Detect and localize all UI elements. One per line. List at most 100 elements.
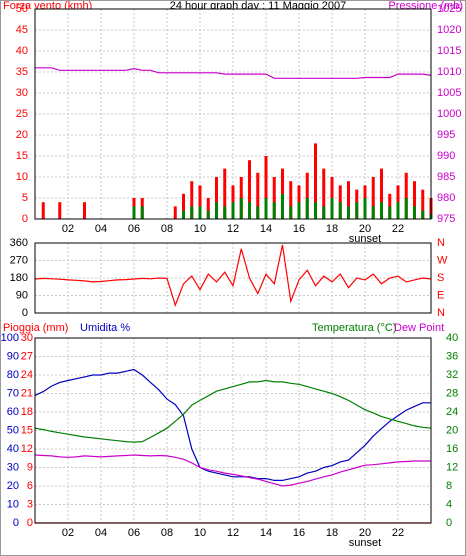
wind-bar xyxy=(305,198,309,219)
y-tick-label: 50 xyxy=(16,3,28,15)
wind-bar xyxy=(281,193,284,219)
wind-bar xyxy=(322,168,326,219)
dew-point-axis-title: Dew Point xyxy=(394,322,444,334)
wind-bar xyxy=(248,160,251,219)
wind-bar xyxy=(289,206,293,219)
y3-tick-label: 15 xyxy=(21,424,33,436)
wind-bar xyxy=(190,206,194,219)
y2-tick-label: 40 xyxy=(446,332,458,344)
y2-tick-label: 980 xyxy=(437,192,455,204)
wind-bar xyxy=(388,206,392,219)
y2-tick-label: 975 xyxy=(437,213,455,225)
wind-bar xyxy=(404,172,408,219)
y-tick-label: 90 xyxy=(16,289,28,301)
x-tick-label: 06 xyxy=(128,527,140,539)
y3-tick-label: 21 xyxy=(21,387,33,399)
plot-border xyxy=(34,8,432,220)
x-tick-label: 10 xyxy=(194,527,206,539)
y-tick-label: 30 xyxy=(7,461,19,473)
y2-tick-label: 985 xyxy=(437,171,455,183)
y-tick-label: 10 xyxy=(7,498,19,510)
y-tick-label: 0 xyxy=(22,307,28,319)
y-tick-label: 20 xyxy=(16,129,28,141)
y2-tick-label: 1000 xyxy=(437,108,461,120)
sunset-label: sunset xyxy=(349,537,381,549)
x-tick-label: 14 xyxy=(260,223,272,235)
x-tick-label: 22 xyxy=(392,223,404,235)
wind-bar xyxy=(173,206,177,219)
y3-tick-label: 18 xyxy=(21,406,33,418)
wind-bar xyxy=(305,172,309,219)
wind-bar xyxy=(198,185,202,219)
y-tick-label: 35 xyxy=(16,66,28,78)
wind-bar xyxy=(289,181,293,219)
y2-tick-label: 1010 xyxy=(437,66,461,78)
y2-tick-label: 1025 xyxy=(437,3,461,15)
wind-bar xyxy=(314,202,317,219)
y-tick-label: 60 xyxy=(7,406,19,418)
x-tick-label: 22 xyxy=(392,527,404,539)
wind-bar xyxy=(347,206,350,219)
pressure-axis-title: Pressione (mb) xyxy=(388,0,463,12)
x-tick-label: 04 xyxy=(95,527,107,539)
y-tick-label: 20 xyxy=(7,480,19,492)
wind-bar xyxy=(41,202,45,219)
x-tick-label: 10 xyxy=(194,223,206,235)
y3-tick-label: 24 xyxy=(21,369,33,381)
wind-bar xyxy=(421,210,425,219)
wind-bar xyxy=(363,198,367,219)
wind-bar xyxy=(206,210,210,219)
wind-bar xyxy=(223,206,227,219)
y-tick-label: 25 xyxy=(16,108,28,120)
y-tick-label: 70 xyxy=(7,387,19,399)
x-tick-label: 02 xyxy=(62,223,74,235)
sunset-label: sunset xyxy=(349,233,381,245)
plot-border xyxy=(34,242,432,314)
y3-tick-label: 6 xyxy=(27,480,33,492)
wind-bar xyxy=(404,198,408,219)
y2-tick-label: N xyxy=(437,237,445,249)
wind-bar xyxy=(421,189,425,219)
wind-bar xyxy=(272,202,276,219)
wind-bar xyxy=(380,168,383,219)
chart-title: 24 hour graph day : 11 Maggio 2007 xyxy=(170,0,347,12)
wind-bar xyxy=(355,202,359,219)
y2-tick-label: E xyxy=(437,289,444,301)
y2-tick-label: 990 xyxy=(437,150,455,162)
temperature-axis-title: Temperatura (°C) xyxy=(312,322,396,334)
wind-bar xyxy=(272,177,276,219)
y-tick-label: 80 xyxy=(7,369,19,381)
humidity-axis-title: Umidita % xyxy=(80,322,130,334)
y-tick-label: 180 xyxy=(10,272,28,284)
x-tick-label: 16 xyxy=(293,223,305,235)
wind-bar xyxy=(371,206,375,219)
y3-tick-label: 0 xyxy=(27,517,33,529)
y2-tick-label: 0 xyxy=(446,517,452,529)
y-tick-label: 100 xyxy=(1,332,19,344)
x-tick-label: 14 xyxy=(260,527,272,539)
wind-bar xyxy=(58,202,62,219)
x-tick-label: 20 xyxy=(359,527,371,539)
y2-tick-label: 8 xyxy=(446,480,452,492)
y2-tick-label: 16 xyxy=(446,443,458,455)
wind-bar xyxy=(264,198,268,219)
x-tick-label: 12 xyxy=(227,223,239,235)
y2-tick-label: 995 xyxy=(437,129,455,141)
wind-axis-title: Forza vento (kmh) xyxy=(3,0,92,12)
y2-tick-label: 1020 xyxy=(437,24,461,36)
y-tick-label: 90 xyxy=(7,350,19,362)
wind-bar xyxy=(330,198,334,219)
x-tick-label: 02 xyxy=(62,527,74,539)
wind-bar xyxy=(231,202,235,219)
x-tick-label: 20 xyxy=(359,223,371,235)
wind-bar xyxy=(140,206,144,219)
series-line xyxy=(34,368,431,481)
wind-bar xyxy=(190,181,194,219)
wind-bar xyxy=(182,210,185,219)
wind-bar xyxy=(297,202,301,219)
y3-tick-label: 27 xyxy=(21,350,33,362)
y2-tick-label: 1005 xyxy=(437,87,461,99)
y-tick-label: 5 xyxy=(22,192,28,204)
y3-tick-label: 3 xyxy=(27,498,33,510)
